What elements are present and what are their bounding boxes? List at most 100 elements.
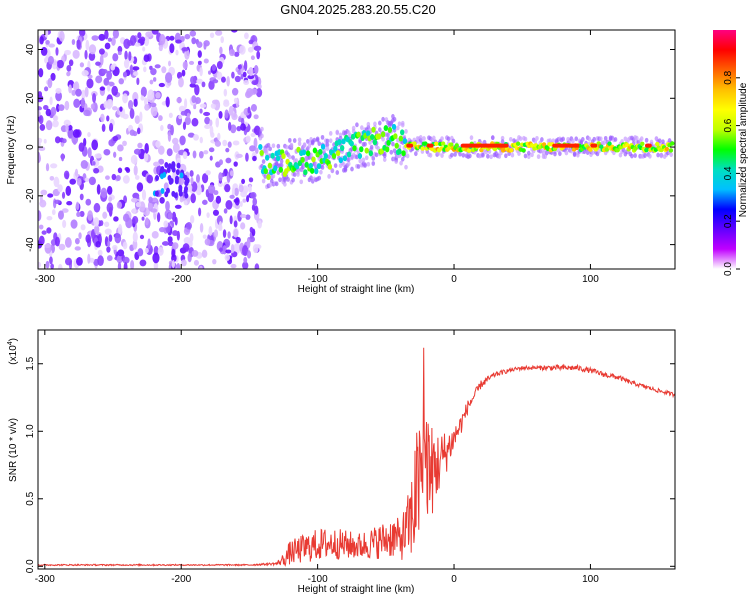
- signal-core: [384, 146, 390, 153]
- noise-speck: [106, 115, 110, 122]
- noise-speck: [69, 178, 77, 185]
- noise-speck: [130, 259, 135, 269]
- noise-cluster-speck: [178, 184, 183, 191]
- noise-speck: [58, 104, 65, 112]
- noise-speck: [40, 189, 48, 196]
- noise-speck: [108, 139, 115, 147]
- signal-halo: [618, 152, 623, 158]
- noise-speck: [166, 148, 173, 157]
- noise-speck: [208, 80, 215, 90]
- signal-core: [308, 162, 314, 169]
- signal-core: [359, 146, 364, 153]
- colorbar-tick-label: 0.4: [723, 166, 734, 180]
- noise-speck: [65, 185, 72, 196]
- signal-halo: [440, 136, 444, 142]
- signal-core: [655, 141, 660, 147]
- signal-halo: [271, 173, 276, 179]
- noise-speck: [189, 170, 194, 177]
- noise-speck: [87, 147, 92, 159]
- noise-speck: [72, 129, 80, 138]
- noise-speck: [216, 60, 223, 70]
- noise-speck: [203, 111, 211, 117]
- noise-speck: [147, 89, 155, 101]
- noise-speck: [128, 51, 132, 62]
- noise-speck: [163, 220, 169, 228]
- signal-core: [263, 168, 268, 175]
- noise-speck: [92, 92, 97, 103]
- noise-speck: [148, 196, 153, 204]
- noise-speck: [88, 44, 97, 55]
- noise-speck: [252, 244, 259, 254]
- noise-speck: [223, 100, 230, 107]
- signal-core: [339, 144, 345, 151]
- signal-halo: [418, 134, 423, 140]
- noise-speck: [253, 114, 259, 120]
- snr-x-label: Height of straight line (km): [298, 584, 415, 595]
- signal-core: [607, 141, 612, 146]
- signal-core: [399, 129, 405, 136]
- noise-speck: [165, 72, 173, 84]
- signal-halo: [327, 154, 331, 160]
- noise-speck: [112, 106, 118, 111]
- noise-speck: [106, 255, 113, 262]
- noise-speck: [235, 236, 241, 244]
- noise-speck: [254, 263, 260, 269]
- signal-halo: [319, 169, 323, 175]
- signal-halo: [649, 139, 654, 145]
- noise-speck: [159, 34, 166, 46]
- noise-speck: [108, 122, 114, 133]
- signal-halo: [287, 137, 292, 143]
- noise-speck: [132, 216, 139, 225]
- noise-speck: [250, 55, 255, 60]
- spectrogram-x-label: Height of straight line (km): [298, 284, 415, 295]
- noise-speck: [53, 176, 60, 188]
- signal-halo: [312, 137, 317, 143]
- signal-halo: [292, 172, 297, 177]
- signal-halo: [592, 136, 597, 142]
- noise-speck: [187, 253, 192, 263]
- signal-core: [391, 123, 397, 130]
- noise-speck: [193, 134, 199, 141]
- signal-halo: [404, 129, 408, 134]
- noise-speck: [216, 71, 223, 80]
- snr-y-label: SNR (10 * v/v): [8, 418, 19, 482]
- noise-speck: [85, 234, 91, 244]
- noise-speck: [145, 31, 153, 38]
- signal-halo: [500, 135, 505, 141]
- noise-speck: [104, 42, 111, 50]
- noise-speck: [47, 78, 53, 89]
- noise-speck: [78, 142, 85, 152]
- noise-speck: [151, 231, 159, 239]
- snr-scale-exponent: 4: [7, 341, 14, 345]
- noise-speck: [97, 255, 104, 267]
- signal-halo: [461, 152, 466, 158]
- signal-core: [337, 138, 342, 145]
- signal-halo: [490, 135, 495, 141]
- noise-cluster-speck: [173, 192, 178, 199]
- noise-speck: [141, 189, 147, 201]
- snr-y-tick-label: 0.0: [25, 559, 36, 573]
- signal-peak: [460, 143, 509, 148]
- noise-speck: [218, 111, 223, 119]
- noise-speck: [184, 48, 190, 60]
- signal-halo: [366, 121, 371, 127]
- noise-speck: [38, 261, 42, 268]
- signal-core: [412, 141, 417, 146]
- noise-speck: [201, 81, 206, 88]
- noise-speck: [54, 199, 61, 204]
- signal-halo: [330, 168, 335, 174]
- noise-speck: [196, 41, 203, 48]
- signal-core: [300, 156, 305, 163]
- signal-halo: [378, 120, 382, 126]
- noise-speck: [46, 215, 53, 221]
- signal-halo: [299, 179, 304, 185]
- noise-speck: [39, 35, 44, 45]
- spectrogram-x-tick-label: 100: [582, 274, 599, 285]
- signal-core: [387, 127, 393, 134]
- noise-speck: [252, 155, 257, 162]
- signal-halo: [371, 156, 376, 161]
- noise-speck: [254, 147, 259, 154]
- signal-core: [327, 163, 333, 170]
- noise-speck: [70, 219, 78, 229]
- noise-speck: [198, 207, 202, 217]
